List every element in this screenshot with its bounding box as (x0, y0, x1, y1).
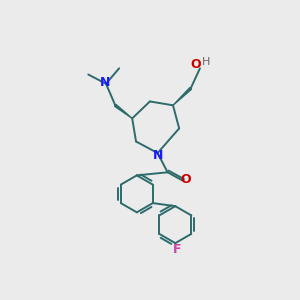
Polygon shape (115, 104, 132, 118)
Text: N: N (100, 76, 110, 89)
Text: O: O (181, 173, 191, 187)
Text: O: O (191, 58, 201, 71)
Text: F: F (173, 243, 182, 256)
Text: H: H (202, 57, 210, 67)
Polygon shape (173, 88, 191, 105)
Text: N: N (153, 149, 164, 162)
